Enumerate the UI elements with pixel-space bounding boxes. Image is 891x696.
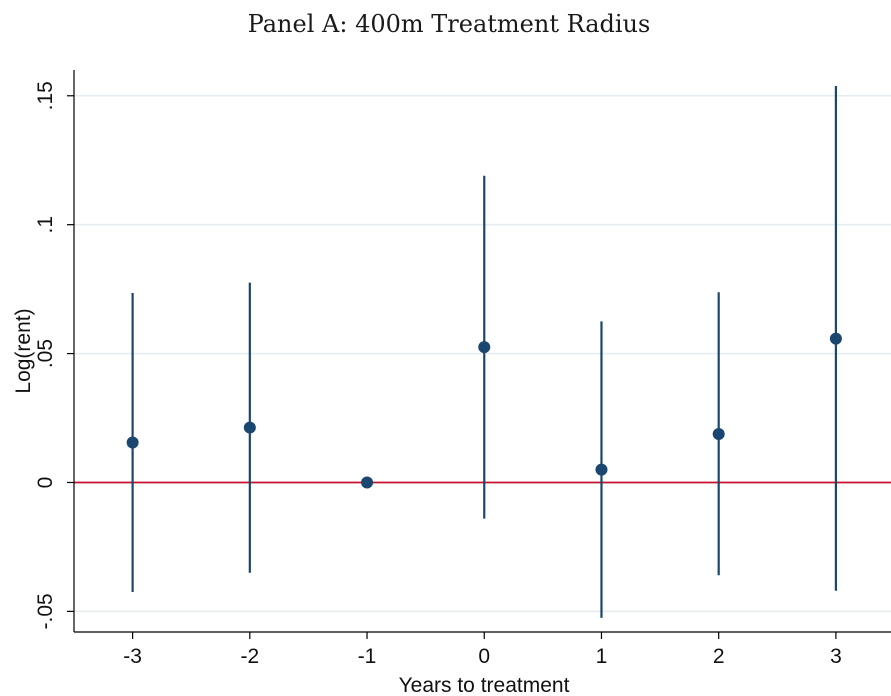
point-estimate xyxy=(126,436,139,449)
point-estimate xyxy=(243,421,256,434)
x-tick-label: 3 xyxy=(830,645,842,668)
x-tick-label: -1 xyxy=(358,645,377,668)
y-tick-label: .05 xyxy=(34,339,57,368)
axes: -.05 0 .05 .1 .15 -3 -2 -1 0 1 2 3 xyxy=(34,70,891,668)
y-tick-label: .1 xyxy=(34,216,57,234)
x-tick-label: 1 xyxy=(596,645,608,668)
x-tick-label: -2 xyxy=(240,645,259,668)
gridlines xyxy=(74,95,891,613)
point-estimate xyxy=(361,476,374,489)
y-tick-label: 0 xyxy=(34,477,57,489)
point-estimate xyxy=(712,428,725,441)
x-axis-label: Years to treatment xyxy=(399,674,570,696)
point-estimates xyxy=(126,332,842,489)
x-tick-label: -3 xyxy=(123,645,142,668)
y-axis-label: Log(rent) xyxy=(12,308,35,393)
point-estimate xyxy=(478,341,491,354)
chart-title: Panel A: 400m Treatment Radius xyxy=(248,10,651,38)
x-tick-label: 2 xyxy=(713,645,725,668)
point-estimate xyxy=(829,332,842,345)
y-tick-label: .15 xyxy=(34,81,57,110)
y-tick-label: -.05 xyxy=(34,593,57,629)
point-estimate xyxy=(595,463,608,476)
x-tick-label: 0 xyxy=(478,645,490,668)
